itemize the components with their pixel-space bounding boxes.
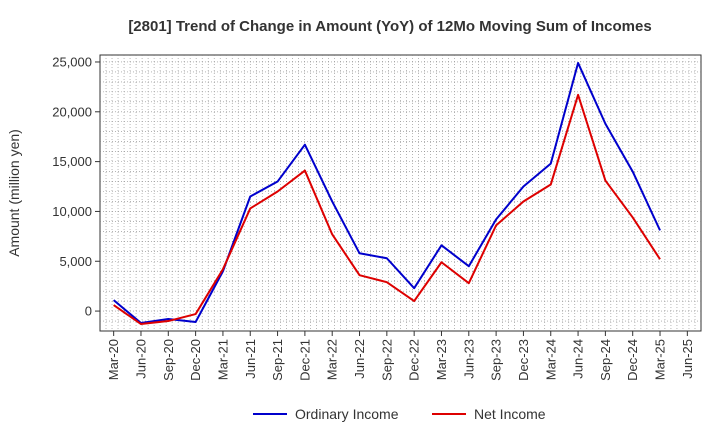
x-tick-label: Dec-20: [188, 339, 203, 381]
y-tick-label: 5,000: [59, 254, 92, 269]
y-tick-label: 20,000: [52, 104, 92, 119]
y-tick-label: 0: [85, 304, 92, 319]
x-tick-label: Dec-23: [516, 339, 531, 381]
x-tick-label: Jun-20: [133, 339, 148, 379]
grid-lines: [100, 55, 701, 331]
x-tick-label: Mar-24: [543, 339, 558, 380]
legend-label-net-income: Net Income: [474, 406, 546, 422]
x-tick-label: Mar-21: [215, 339, 230, 380]
chart-title: [2801] Trend of Change in Amount (YoY) o…: [128, 18, 651, 35]
legend: Ordinary Income Net Income: [253, 406, 546, 422]
x-tick-label: Jun-25: [680, 339, 695, 379]
x-tick-label: Jun-23: [461, 339, 476, 379]
x-tick-label: Dec-21: [297, 339, 312, 381]
x-tick-label: Jun-24: [571, 339, 586, 379]
series-lines: [113, 61, 661, 326]
y-tick-label: 25,000: [52, 54, 92, 69]
x-tick-label: Sep-22: [379, 339, 394, 381]
series-line-net-income: [113, 93, 661, 326]
x-tick-label: Mar-20: [106, 339, 121, 380]
legend-label-ordinary-income: Ordinary Income: [295, 406, 399, 422]
x-tick-label: Dec-24: [625, 339, 640, 381]
y-axis-ticks: 0 5,000 10,000 15,000 20,000 25,000: [52, 54, 100, 319]
y-axis-label: Amount (million yen): [6, 129, 22, 257]
x-tick-label: Sep-23: [489, 339, 504, 381]
x-tick-label: Dec-22: [407, 339, 422, 381]
x-axis-ticks: Mar-20 Jun-20 Sep-20 Dec-20 Mar-21 Jun-21 Sep-…: [106, 331, 695, 381]
y-tick-label: 15,000: [52, 154, 92, 169]
x-tick-label: Sep-21: [270, 339, 285, 381]
x-tick-label: Mar-25: [653, 339, 668, 380]
x-tick-label: Jun-22: [352, 339, 367, 379]
x-tick-label: Jun-21: [243, 339, 258, 379]
x-tick-label: Sep-20: [161, 339, 176, 381]
x-tick-label: Mar-23: [434, 339, 449, 380]
x-tick-label: Mar-22: [325, 339, 340, 380]
series-line-ordinary-income: [113, 61, 661, 325]
y-tick-label: 10,000: [52, 204, 92, 219]
x-tick-label: Sep-24: [598, 339, 613, 381]
